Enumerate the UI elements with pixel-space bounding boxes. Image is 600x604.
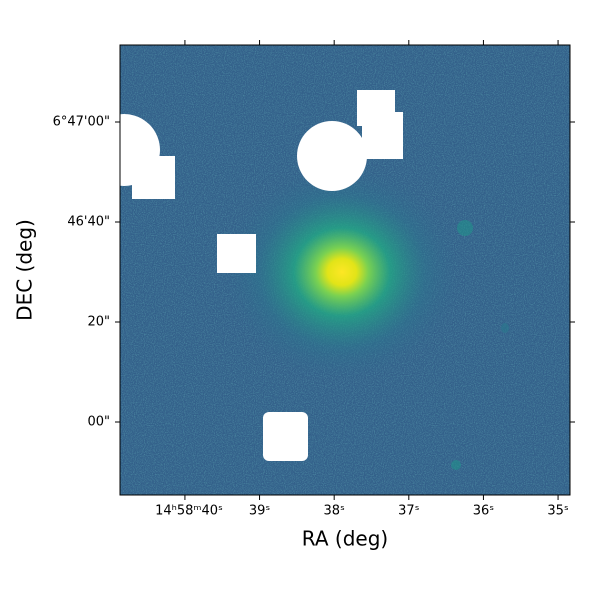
axes-frame xyxy=(119,44,571,496)
x-tick-label: 37ˢ xyxy=(398,504,420,519)
x-tick-label: 39ˢ xyxy=(249,504,271,519)
x-tick-label: 14ʰ58ᵐ40ˢ xyxy=(155,504,223,519)
x-tick-label: 35ˢ xyxy=(547,504,569,519)
image xyxy=(120,45,570,495)
x-axis-label: RA (deg) xyxy=(302,527,388,551)
y-tick-label: 6°47'00" xyxy=(53,115,110,130)
x-tick-label: 36ˢ xyxy=(473,504,495,519)
y-tick-label: 46'40" xyxy=(67,215,110,230)
y-axis-label: DEC (deg) xyxy=(13,219,37,321)
y-tick-label: 00" xyxy=(87,415,110,430)
y-tick-label: 20" xyxy=(87,315,110,330)
x-tick-label: 38ˢ xyxy=(323,504,345,519)
